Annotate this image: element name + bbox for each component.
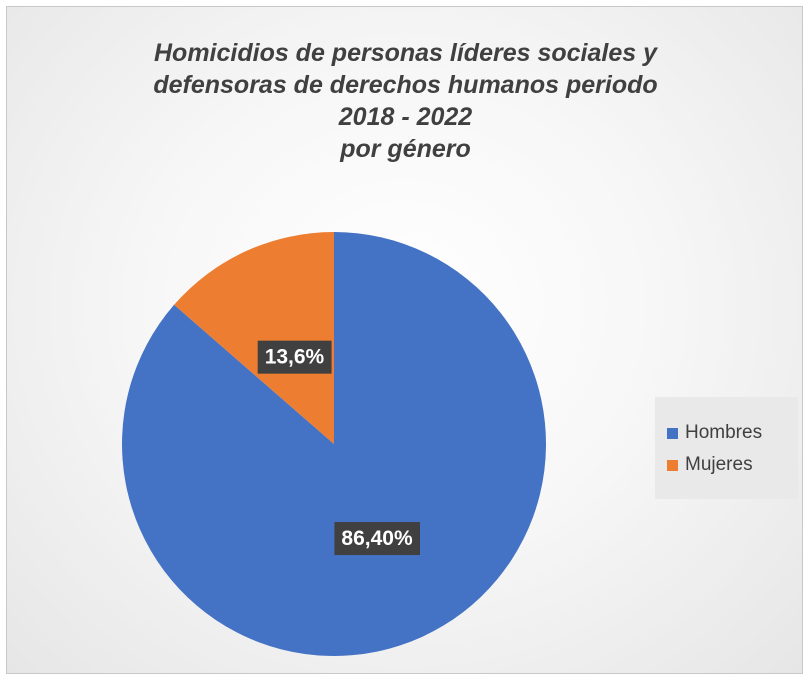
chart-title-line-1: Homicidios de personas líderes sociales … [154,39,657,67]
pie-slice-mujeres [174,232,334,444]
legend-item-hombres: Hombres [667,421,762,445]
legend-label-mujeres: Mujeres [685,454,753,475]
chart-frame: Homicidios de personas líderes sociales … [6,6,803,674]
data-label-box-hombres [334,522,420,556]
data-label-mujeres: 13,6% [257,340,332,374]
pie-chart: 86,40% 13,6% [122,232,546,656]
chart-title: Homicidios de personas líderes sociales … [67,37,744,165]
legend-swatch-mujeres [667,459,678,471]
data-label-hombres: 86,40% [334,522,420,556]
legend-label-hombres: Hombres [685,422,763,443]
legend-swatch-hombres [667,427,678,439]
chart-title-line-2: defensoras de derechos humanos periodo [153,71,658,99]
data-label-text-hombres: 86,40% [341,527,413,550]
data-label-text-mujeres: 13,6% [265,346,325,369]
chart-title-line-4: por género [340,135,471,163]
pie-data-labels: 86,40% 13,6% [257,340,420,556]
data-label-box-mujeres [257,340,332,374]
legend: Hombres Mujeres [655,397,798,499]
legend-item-mujeres: Mujeres [667,453,753,477]
pie-slices [122,232,546,656]
chart-title-line-3: 2018 - 2022 [338,103,473,131]
